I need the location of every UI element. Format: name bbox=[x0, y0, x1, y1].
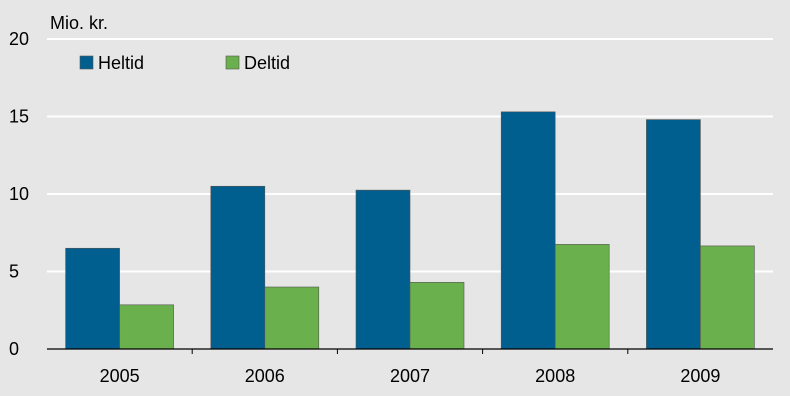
bars bbox=[65, 111, 755, 350]
y-tick-label: 15 bbox=[9, 107, 29, 127]
x-tick-label: 2005 bbox=[100, 366, 140, 386]
bar-heltid-2006 bbox=[210, 185, 266, 350]
bar-deltid-2006 bbox=[264, 286, 320, 350]
legend: Heltid Deltid bbox=[79, 53, 290, 73]
x-tick-label: 2007 bbox=[390, 366, 430, 386]
y-tick-label: 5 bbox=[9, 262, 19, 282]
axes: 0 5 10 15 20 2005 2006 2007 2008 2009 bbox=[9, 29, 773, 386]
legend-label-heltid: Heltid bbox=[98, 53, 144, 73]
y-axis-unit-label: Mio. kr. bbox=[50, 13, 108, 33]
y-tick-label: 20 bbox=[9, 29, 29, 49]
y-tick-label: 10 bbox=[9, 184, 29, 204]
bar-deltid-2007 bbox=[409, 282, 465, 350]
x-tick-label: 2006 bbox=[245, 366, 285, 386]
bar-deltid-2008 bbox=[554, 244, 610, 350]
bar-deltid-2009 bbox=[700, 245, 755, 350]
legend-label-deltid: Deltid bbox=[244, 53, 290, 73]
bar-deltid-2005 bbox=[119, 304, 174, 350]
y-tick-label: 0 bbox=[9, 339, 19, 359]
legend-swatch-heltid bbox=[79, 55, 94, 70]
legend-swatch-deltid bbox=[225, 55, 240, 70]
x-tick-label: 2009 bbox=[680, 366, 720, 386]
bar-heltid-2008 bbox=[500, 111, 556, 350]
bar-heltid-2009 bbox=[646, 119, 701, 350]
x-tick-label: 2008 bbox=[535, 366, 575, 386]
bar-heltid-2005 bbox=[65, 247, 120, 350]
bar-heltid-2007 bbox=[355, 189, 411, 350]
